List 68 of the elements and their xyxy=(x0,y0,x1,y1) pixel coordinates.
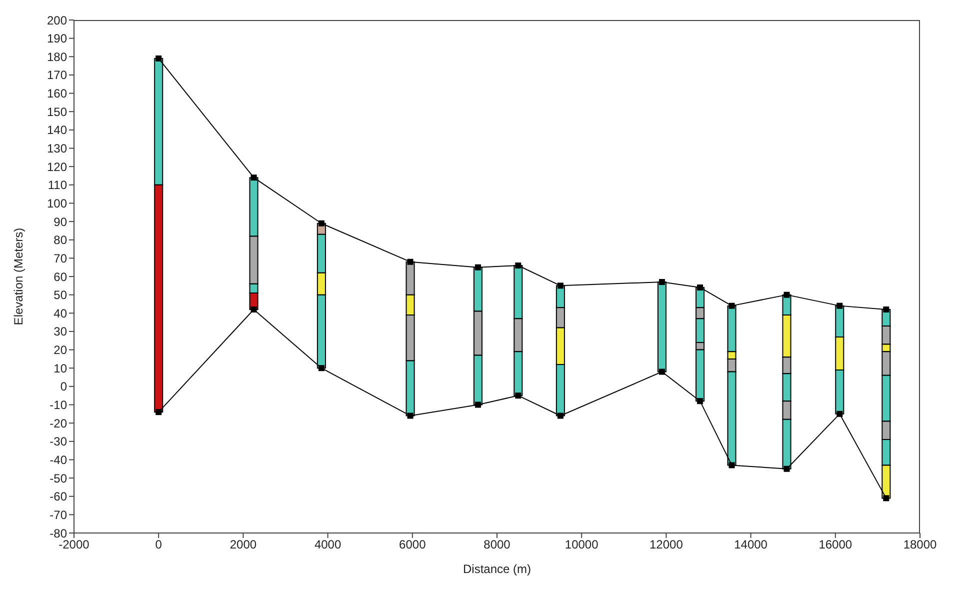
point xyxy=(250,174,257,181)
x-tick-label: 8000 xyxy=(484,538,511,552)
x-tick-label: 6000 xyxy=(399,538,426,552)
y-tick-label: -60 xyxy=(50,490,68,504)
point xyxy=(784,292,790,298)
y-tick-label: -50 xyxy=(50,471,68,486)
point xyxy=(515,262,522,269)
y-tick-label: 120 xyxy=(46,160,68,174)
y-tick-label: -30 xyxy=(50,434,68,449)
y-tick-label: 0 xyxy=(60,380,68,394)
y-tick-label: 140 xyxy=(46,123,68,138)
y-tick-label: -80 xyxy=(50,526,68,540)
y-tick-label: 130 xyxy=(46,142,68,156)
point xyxy=(697,398,704,404)
y-tick-label: 170 xyxy=(46,68,68,82)
point xyxy=(697,284,704,290)
point xyxy=(515,392,522,399)
y-tick-label: 90 xyxy=(54,214,68,229)
y-tick-label: 180 xyxy=(46,50,68,64)
y-tick-label: 190 xyxy=(46,32,68,46)
point xyxy=(318,220,324,226)
point xyxy=(836,302,843,309)
x-axis-title: Distance (m) xyxy=(462,562,532,576)
point xyxy=(883,306,890,312)
point xyxy=(784,466,790,472)
y-tick-label: -20 xyxy=(50,416,68,430)
y-tick-label: 110 xyxy=(48,178,68,192)
point xyxy=(407,258,414,265)
point xyxy=(407,412,414,419)
point xyxy=(474,264,481,270)
point xyxy=(156,409,162,416)
y-tick-label: 150 xyxy=(46,104,68,119)
x-tick-label: 0 xyxy=(155,538,162,552)
y-tick-label: 10 xyxy=(54,361,68,376)
point xyxy=(658,368,665,375)
x-tick-label: 18000 xyxy=(903,538,938,552)
point xyxy=(728,462,735,468)
point xyxy=(836,410,843,417)
point xyxy=(658,278,665,285)
point xyxy=(156,55,162,62)
point xyxy=(883,495,890,502)
y-tick-label: 40 xyxy=(54,306,68,320)
y-tick-label: 100 xyxy=(46,196,68,210)
y-tick-label: 60 xyxy=(54,270,68,284)
y-tick-label: 50 xyxy=(54,288,68,302)
x-tick-label: -2000 xyxy=(58,538,90,552)
point xyxy=(474,402,481,408)
x-tick-label: 10000 xyxy=(564,538,599,552)
y-tick-label: -70 xyxy=(50,508,68,522)
y-tick-label: 30 xyxy=(54,324,68,339)
y-tick-label: -40 xyxy=(50,452,68,467)
point xyxy=(557,412,564,419)
y-tick-label: 70 xyxy=(54,251,68,266)
x-tick-label: 16000 xyxy=(818,538,852,552)
y-tick-label: -10 xyxy=(50,398,68,412)
y-tick-label: 80 xyxy=(54,233,68,248)
point xyxy=(250,306,257,312)
x-tick-label: 14000 xyxy=(734,538,768,552)
x-tick-label: 4000 xyxy=(314,538,342,552)
y-axis-title: Elevation (Meters) xyxy=(11,228,26,326)
y-tick-label: 200 xyxy=(46,13,68,28)
point xyxy=(557,282,564,289)
point xyxy=(728,302,735,309)
x-tick-label: 2000 xyxy=(230,538,257,552)
y-tick-label: 160 xyxy=(46,86,68,101)
point xyxy=(318,365,324,372)
y-tick-label: 20 xyxy=(54,343,68,358)
x-tick-label: 12000 xyxy=(650,538,684,552)
